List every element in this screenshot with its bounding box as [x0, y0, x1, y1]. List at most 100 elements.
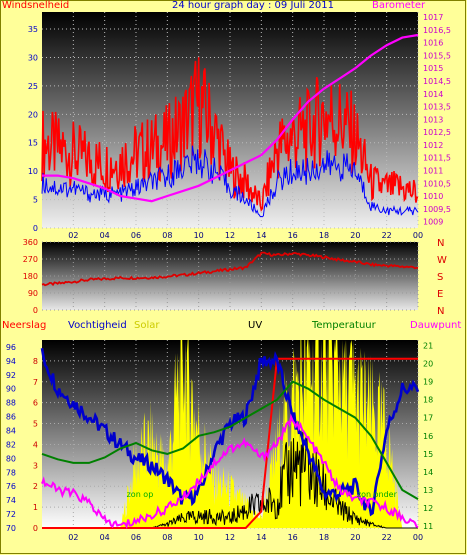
dewpoint-axis-title: Dauwpunt — [410, 320, 462, 331]
wind-y-tick: 20 — [28, 110, 38, 119]
humidity-y-tick: 84 — [6, 427, 16, 436]
humidity-y-tick: 74 — [6, 496, 16, 505]
temperature-y-tick: 15 — [423, 450, 433, 459]
humidity-y-tick: 88 — [6, 399, 16, 408]
plot1-x-tick: 10 — [194, 231, 204, 240]
plot3-x-tick: 16 — [288, 533, 298, 542]
temperature-y-tick: 19 — [423, 378, 433, 387]
plot3-x-tick: 22 — [382, 533, 392, 542]
barometer-y-tick: 1013,5 — [423, 103, 451, 112]
plot3-x-tick: 08 — [162, 533, 172, 542]
barometer-y-tick: 1012 — [423, 141, 443, 150]
dewpoint-line — [41, 413, 419, 530]
plot1-x-tick: 18 — [319, 231, 329, 240]
temperature-axis-title: Temperatuur — [312, 320, 376, 331]
sunset-annotation: zon onder — [357, 490, 398, 499]
barometer-y-tick: 1016 — [423, 39, 443, 48]
rain-y-tick: 2 — [33, 482, 38, 491]
plot1-x-tick: 08 — [162, 231, 172, 240]
plot3-x-tick: 02 — [68, 533, 78, 542]
plot1-x-tick: 00 — [413, 231, 423, 240]
rain-y-tick: 1 — [33, 503, 38, 512]
humidity-y-tick: 86 — [6, 413, 16, 422]
direction-y-tick: 360 — [23, 238, 38, 247]
temperature-y-tick: 20 — [423, 360, 433, 369]
dir-label-w: W — [437, 255, 447, 266]
chart-title: 24 hour graph day : 09 Juli 2011 — [172, 0, 334, 11]
wind-y-tick: 25 — [28, 82, 38, 91]
rain-line — [42, 357, 418, 529]
temperature-y-tick: 13 — [423, 486, 433, 495]
barometer-y-tick: 1011,5 — [423, 154, 451, 163]
wind-gust-line — [41, 57, 419, 212]
wind-y-tick: 0 — [33, 224, 38, 233]
wind-y-tick: 30 — [28, 53, 38, 62]
direction-y-tick: 270 — [23, 255, 38, 264]
rain-y-tick: 0 — [33, 524, 38, 533]
solar-axis-title: Solar — [134, 320, 160, 331]
humidity-y-tick: 72 — [6, 510, 16, 519]
dir-label-n2: N — [437, 306, 445, 317]
humidity-y-tick: 78 — [6, 468, 16, 477]
direction-y-tick: 180 — [23, 272, 38, 281]
humidity-line — [40, 347, 420, 517]
barometer-y-tick: 1013 — [423, 115, 443, 124]
barometer-y-tick: 1015 — [423, 64, 443, 73]
sunrise-annotation: zon op — [127, 490, 154, 499]
plot1-x-tick: 16 — [288, 231, 298, 240]
humidity-y-tick: 96 — [6, 343, 16, 352]
humidity-y-tick: 82 — [6, 440, 16, 449]
wind-y-tick: 15 — [28, 139, 38, 148]
temperature-y-tick: 11 — [423, 522, 433, 531]
humidity-y-tick: 90 — [6, 385, 16, 394]
plot3-x-tick: 00 — [413, 533, 423, 542]
rain-y-tick: 4 — [33, 440, 38, 449]
temperature-y-tick: 17 — [423, 414, 433, 423]
wind-avg-line — [41, 145, 419, 218]
barometer-y-tick: 1015,5 — [423, 51, 451, 60]
plot1-x-tick: 02 — [68, 231, 78, 240]
barometer-axis-title: Barometer — [372, 0, 426, 11]
barometer-y-tick: 1009,5 — [423, 205, 451, 214]
plot3-x-tick: 12 — [225, 533, 235, 542]
plot1-x-tick: 04 — [100, 231, 110, 240]
rain-y-tick: 5 — [33, 420, 38, 429]
barometer-y-tick: 1012,5 — [423, 128, 451, 137]
barometer-y-tick: 1017 — [423, 13, 443, 22]
plot1-x-tick: 14 — [256, 231, 266, 240]
dir-label-s: S — [437, 272, 444, 283]
rain-axis-title: Neerslag — [2, 320, 47, 331]
humidity-y-tick: 92 — [6, 371, 16, 380]
dir-label-e: E — [437, 289, 444, 300]
humidity-y-tick: 94 — [6, 357, 16, 366]
wind-y-tick: 35 — [28, 25, 38, 34]
rain-y-tick: 8 — [33, 357, 38, 366]
barometer-y-tick: 1014,5 — [423, 77, 451, 86]
temperature-y-tick: 21 — [423, 341, 433, 350]
plot3-x-tick: 10 — [194, 533, 204, 542]
wind-y-tick: 10 — [28, 167, 38, 176]
temperature-y-tick: 18 — [423, 396, 433, 405]
uv-axis-title: UV — [248, 320, 263, 331]
humidity-axis-title: Vochtigheid — [68, 320, 127, 331]
humidity-y-tick: 80 — [6, 454, 16, 463]
barometer-y-tick: 1009 — [423, 218, 443, 227]
plot1-x-tick: 06 — [131, 231, 141, 240]
dir-label-n1: N — [437, 238, 445, 249]
rain-y-tick: 6 — [33, 399, 38, 408]
plot3-x-tick: 18 — [319, 533, 329, 542]
barometer-y-tick: 1010,5 — [423, 179, 451, 188]
temperature-y-tick: 14 — [423, 468, 433, 477]
barometer-y-tick: 1011 — [423, 166, 443, 175]
barometer-line — [42, 33, 419, 203]
wind-y-tick: 5 — [33, 196, 38, 205]
plot3-x-tick: 20 — [350, 533, 360, 542]
plot3-x-tick: 06 — [131, 533, 141, 542]
humidity-y-tick: 70 — [6, 524, 16, 533]
plot3-x-tick: 14 — [256, 533, 266, 542]
temperature-y-tick: 12 — [423, 504, 433, 513]
humidity-y-tick: 76 — [6, 482, 16, 491]
plot1-x-tick: 12 — [225, 231, 235, 240]
